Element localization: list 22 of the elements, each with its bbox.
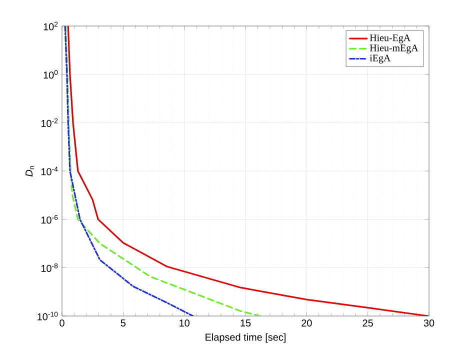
legend-label: iEgA <box>370 54 391 64</box>
legend-label: Hieu-mEgA <box>370 44 418 54</box>
x-tick-label: 10 <box>180 320 190 327</box>
legend-label: Hieu-EgA <box>370 34 410 44</box>
y-tick-label: 10$^{-6}$ <box>41 215 58 224</box>
y-tick-label: 10$^{-10}$ <box>38 312 58 320</box>
y-tick-label: 10$^{-8}$ <box>41 263 58 272</box>
line-series <box>67 26 429 316</box>
y-axis-title: D$_{n}$ <box>26 166 34 176</box>
y-tick-label: 10$^{-4}$ <box>41 166 58 176</box>
line-series <box>64 26 194 316</box>
y-tick-label: 10$^{2}$ <box>44 22 58 30</box>
x-tick-label: 0 <box>60 320 64 327</box>
x-tick-label: 25 <box>362 320 373 327</box>
x-tick-label: 15 <box>240 320 251 326</box>
x-tick-label: 20 <box>302 320 312 327</box>
x-tick-label: 30 <box>424 320 434 327</box>
line-series <box>64 26 261 316</box>
y-tick-label: 10$^{0}$ <box>44 70 58 79</box>
x-tick-label: 5 <box>120 320 126 326</box>
y-tick-label: 10$^{-2}$ <box>41 118 58 127</box>
x-axis-title: Elapsed time [sec] <box>206 333 286 343</box>
